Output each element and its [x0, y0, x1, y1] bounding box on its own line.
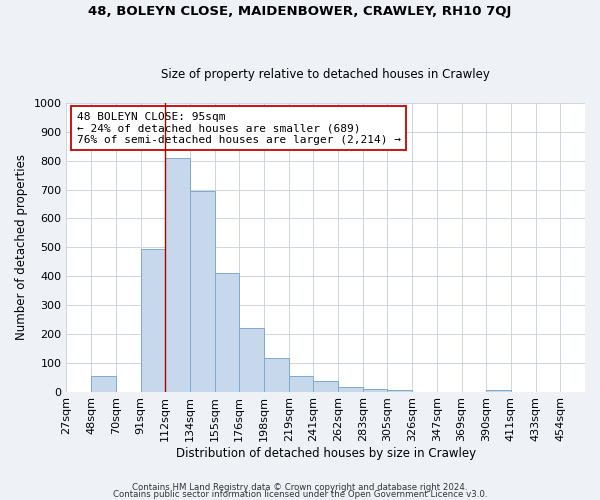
Bar	[140, 248, 165, 392]
Bar	[239, 328, 264, 392]
Y-axis label: Number of detached properties: Number of detached properties	[15, 154, 28, 340]
Bar	[91, 376, 116, 392]
Text: Contains HM Land Registry data © Crown copyright and database right 2024.: Contains HM Land Registry data © Crown c…	[132, 484, 468, 492]
Bar	[264, 358, 289, 392]
Bar	[190, 191, 215, 392]
Bar	[338, 388, 363, 392]
Bar	[289, 376, 313, 392]
Text: 48, BOLEYN CLOSE, MAIDENBOWER, CRAWLEY, RH10 7QJ: 48, BOLEYN CLOSE, MAIDENBOWER, CRAWLEY, …	[88, 5, 512, 18]
Bar	[165, 158, 190, 392]
Bar	[313, 382, 338, 392]
Bar	[388, 390, 412, 392]
Bar	[363, 388, 388, 392]
Text: Contains public sector information licensed under the Open Government Licence v3: Contains public sector information licen…	[113, 490, 487, 499]
Bar	[215, 274, 239, 392]
Text: 48 BOLEYN CLOSE: 95sqm
← 24% of detached houses are smaller (689)
76% of semi-de: 48 BOLEYN CLOSE: 95sqm ← 24% of detached…	[77, 112, 401, 145]
X-axis label: Distribution of detached houses by size in Crawley: Distribution of detached houses by size …	[176, 447, 476, 460]
Title: Size of property relative to detached houses in Crawley: Size of property relative to detached ho…	[161, 68, 490, 81]
Bar	[486, 390, 511, 392]
